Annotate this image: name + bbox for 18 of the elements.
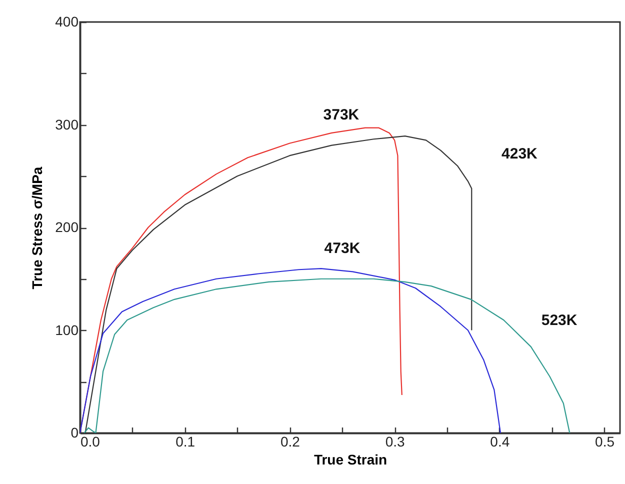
- series-label: 523K: [541, 312, 578, 329]
- x-tick-label: 0.5: [595, 434, 615, 450]
- x-tick-label: 0.4: [490, 434, 510, 450]
- x-tick-label: 0.0: [80, 434, 100, 450]
- text: 423K: [502, 146, 538, 163]
- y-tick-label: 200: [55, 219, 79, 235]
- x-tick-label: 0.2: [280, 434, 300, 450]
- x-axis-title: True Strain: [314, 452, 388, 468]
- y-tick-label: 300: [55, 116, 79, 132]
- y-tick-label: 100: [55, 322, 79, 338]
- y-tick-label: 400: [55, 14, 79, 30]
- line-series: [80, 268, 502, 433]
- y-axis-title: True Stress σ/MPa: [29, 166, 46, 290]
- series-label: 473K: [324, 240, 360, 258]
- y-tick-label: 0: [70, 424, 79, 440]
- series-label: 373K: [323, 106, 360, 124]
- x-tick-label: 0.3: [385, 434, 406, 450]
- x-tick-label: 0.1: [176, 434, 196, 450]
